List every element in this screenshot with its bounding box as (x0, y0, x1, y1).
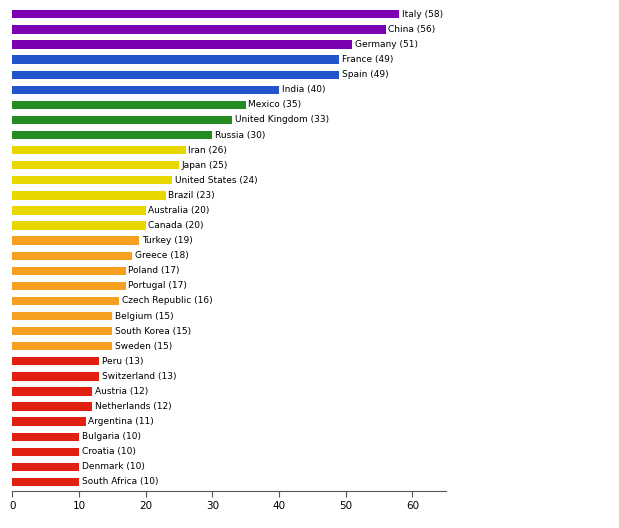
Text: Brazil (23): Brazil (23) (168, 191, 215, 200)
Bar (12, 55, 339, 64)
Bar (12, 101, 246, 109)
Bar (12, 251, 132, 260)
Bar (12, 388, 92, 395)
Text: Poland (17): Poland (17) (128, 266, 180, 275)
Bar (12, 176, 172, 184)
Text: South Korea (15): South Korea (15) (115, 327, 191, 336)
Text: Russia (30): Russia (30) (215, 130, 266, 139)
Bar (12, 463, 79, 471)
Text: Peru (13): Peru (13) (102, 357, 143, 366)
Text: Switzerland (13): Switzerland (13) (102, 372, 176, 381)
Text: Australia (20): Australia (20) (149, 206, 210, 215)
Bar (12, 25, 386, 34)
Text: Iran (26): Iran (26) (188, 146, 227, 155)
Bar (12, 297, 119, 305)
Text: Portugal (17): Portugal (17) (128, 281, 187, 290)
Text: United Kingdom (33): United Kingdom (33) (235, 116, 329, 125)
Bar (12, 418, 85, 426)
Bar (12, 267, 126, 275)
Bar (12, 448, 79, 456)
Text: Greece (18): Greece (18) (135, 251, 189, 260)
Text: Turkey (19): Turkey (19) (142, 236, 193, 245)
Bar (12, 86, 279, 94)
Bar (12, 146, 186, 154)
Bar (12, 191, 166, 200)
Text: Sweden (15): Sweden (15) (115, 342, 172, 351)
Text: Argentina (11): Argentina (11) (89, 417, 154, 426)
Text: Mexico (35): Mexico (35) (248, 100, 301, 109)
Text: Spain (49): Spain (49) (342, 70, 388, 79)
Text: Netherlands (12): Netherlands (12) (95, 402, 171, 411)
Text: Canada (20): Canada (20) (149, 221, 204, 230)
Text: Czech Republic (16): Czech Republic (16) (122, 296, 212, 306)
Text: Italy (58): Italy (58) (402, 10, 443, 19)
Bar (12, 402, 92, 411)
Text: France (49): France (49) (342, 55, 393, 64)
Bar (12, 221, 145, 230)
Text: Croatia (10): Croatia (10) (82, 447, 136, 456)
Text: China (56): China (56) (388, 25, 436, 34)
Bar (12, 206, 145, 214)
Text: Bulgaria (10): Bulgaria (10) (82, 432, 141, 441)
Text: India (40): India (40) (282, 85, 325, 95)
Bar (12, 40, 352, 49)
Bar (12, 372, 99, 381)
Bar (12, 357, 99, 365)
Bar (12, 282, 126, 290)
Bar (12, 71, 339, 79)
Text: Denmark (10): Denmark (10) (82, 463, 145, 472)
Bar (12, 342, 113, 351)
Bar (12, 161, 179, 169)
Text: South Africa (10): South Africa (10) (82, 477, 158, 486)
Bar (12, 131, 212, 139)
Bar (12, 237, 139, 245)
Bar (12, 312, 113, 320)
Text: Austria (12): Austria (12) (95, 387, 149, 396)
Bar (12, 478, 79, 486)
Bar (12, 116, 232, 124)
Bar (12, 327, 113, 335)
Bar (12, 10, 399, 18)
Text: Belgium (15): Belgium (15) (115, 312, 174, 320)
Text: Japan (25): Japan (25) (182, 161, 228, 169)
Bar (12, 432, 79, 441)
Text: Germany (51): Germany (51) (355, 40, 418, 49)
Text: United States (24): United States (24) (175, 176, 258, 185)
